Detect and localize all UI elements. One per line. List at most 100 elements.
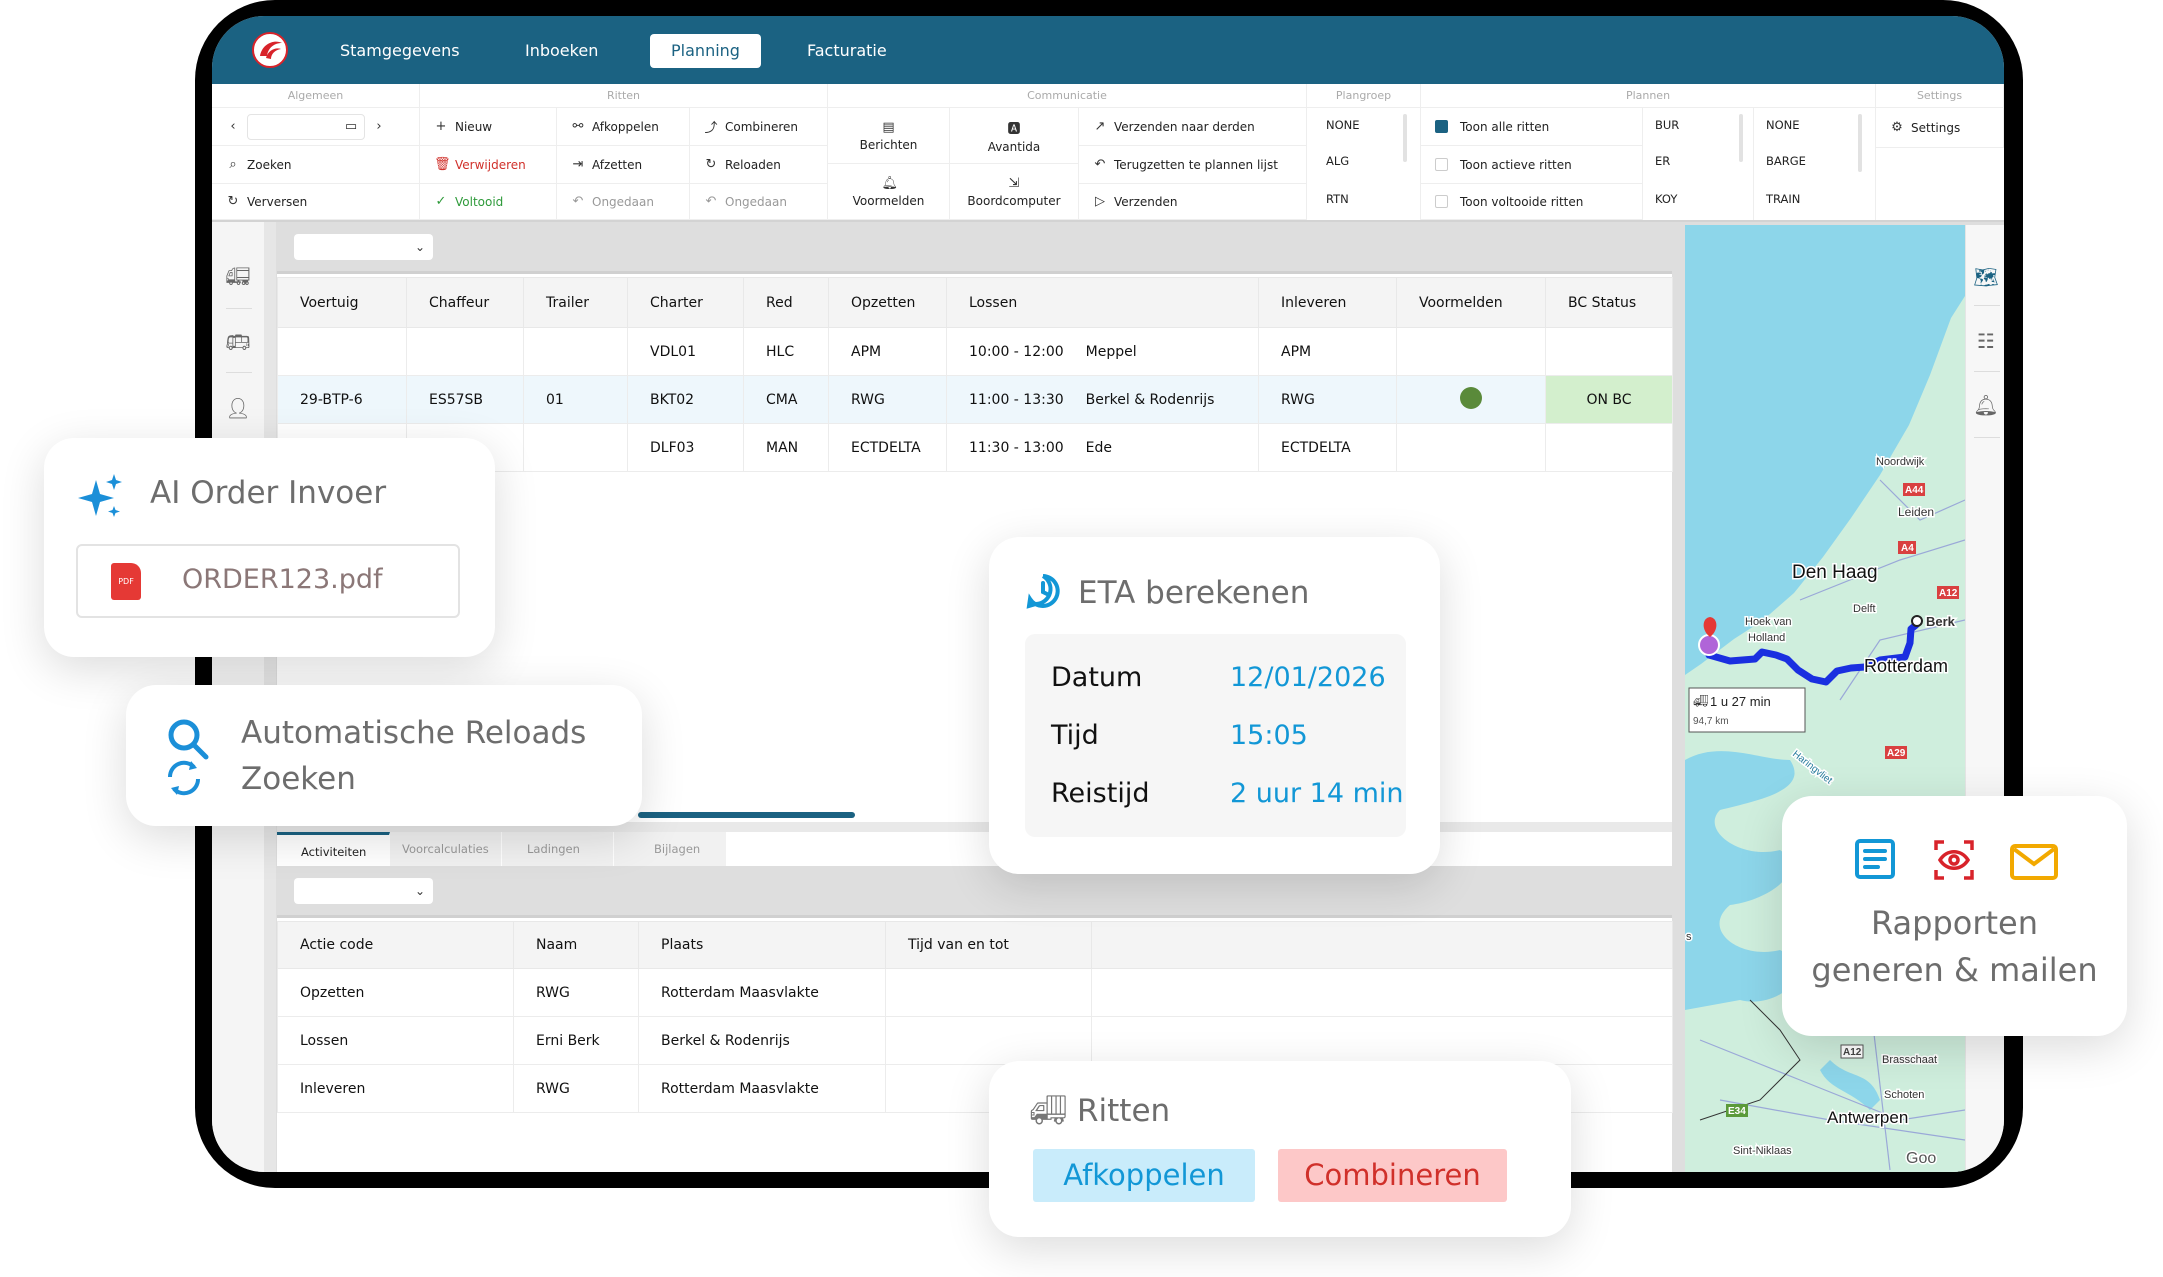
afkoppelen-button[interactable]: Afkoppelen [1033, 1149, 1255, 1202]
tab-planning[interactable]: Planning [650, 34, 761, 68]
filter-toon-alle-ritten[interactable]: Toon alle ritten [1421, 108, 1643, 146]
pdf-file-chip[interactable]: PDF ORDER123.pdf [76, 544, 460, 618]
tab-activiteiten[interactable]: Activiteiten [277, 832, 390, 866]
combineren-button[interactable]: Combineren [1278, 1149, 1507, 1202]
list-scrollbar[interactable] [1739, 114, 1743, 162]
tab-ladingen[interactable]: Ladingen [502, 832, 614, 866]
column-header[interactable]: Trailer [523, 277, 628, 328]
tab-facturatie[interactable]: Facturatie [807, 41, 887, 60]
column-header[interactable]: Charter [627, 277, 744, 328]
undo-icon: ↶ [572, 194, 584, 209]
plangroep-item[interactable]: ALG [1326, 154, 1350, 168]
route-info-box[interactable]: 🚚︎ 1 u 27 min 94,7 km [1688, 687, 1806, 733]
avantida-button[interactable]: 🅰︎ Avantida [950, 108, 1079, 164]
filter-toon-voltooide-ritten[interactable]: Toon voltooide ritten [1421, 184, 1643, 220]
cell-lossen: 11:30 - 13:00 Ede [946, 423, 1259, 472]
column-header[interactable]: Voertuig [277, 277, 407, 328]
combineren-button[interactable]: ⤴ Combineren [690, 108, 828, 146]
column-header[interactable]: Red [743, 277, 829, 328]
list-scrollbar[interactable] [1858, 114, 1862, 172]
verversen-button[interactable]: ↻ Verversen [212, 184, 420, 220]
boordcomputer-button[interactable]: ⇲ Boordcomputer [950, 164, 1079, 220]
list-item[interactable]: TRAIN [1766, 192, 1801, 206]
map-label: Brasschaat [1882, 1054, 1937, 1066]
activities-table: Actie code Naam Plaats Tijd van en tot Opzet… [277, 921, 1673, 1113]
column-header[interactable]: BC Status [1545, 277, 1673, 328]
eye-scan-icon [1934, 840, 1974, 880]
cell-charter: VDL01 [627, 327, 744, 376]
calendar-icon[interactable]: ▭ [344, 119, 358, 134]
location-pin-icon[interactable] [1703, 617, 1717, 637]
column-header[interactable]: Voormelden [1396, 277, 1546, 328]
date-input[interactable]: ▭ [247, 113, 365, 140]
chevron-right-icon[interactable]: › [376, 119, 382, 134]
list-item[interactable]: BUR [1655, 118, 1680, 132]
afzetten-button[interactable]: ⇥ Afzetten [557, 146, 690, 184]
settings-button[interactable]: ⚙ Settings [1876, 108, 2004, 148]
tab-stamgegevens[interactable]: Stamgegevens [340, 41, 460, 60]
map-label: Leiden [1898, 505, 1934, 519]
column-header[interactable]: Tijd van en tot [885, 921, 1092, 969]
plangroep-item[interactable]: NONE [1326, 118, 1360, 132]
horizontal-scrollbar[interactable] [638, 812, 855, 818]
plannen-list-b[interactable]: NONE BARGE TRAIN [1754, 108, 1876, 220]
plangroep-scrollbar[interactable] [1403, 114, 1407, 162]
checkbox[interactable] [1435, 158, 1448, 171]
column-header[interactable]: Chaffeur [406, 277, 524, 328]
cell-inleveren: ECTDELTA [1258, 423, 1397, 472]
add-list-icon[interactable]: ☷ [1977, 329, 1995, 353]
list-item[interactable]: NONE [1766, 118, 1800, 132]
zoeken-button[interactable]: ⌕ Zoeken [212, 146, 420, 184]
map-icon[interactable]: 🗺︎ [1973, 265, 1999, 289]
trips-filter-select[interactable]: ⌄ [294, 234, 433, 260]
plannen-list-a[interactable]: BUR ER KOY [1643, 108, 1754, 220]
voltooid-button[interactable]: ✓ Voltooid [420, 184, 557, 220]
trailer-icon[interactable]: 🚌︎ [225, 330, 251, 354]
reloaden-button[interactable]: ↻ Reloaden [690, 146, 828, 184]
column-header[interactable]: Opzetten [828, 277, 947, 328]
driver-icon[interactable]: 👤︎ [225, 396, 251, 420]
verzenden-naar-derden-button[interactable]: ↗ Verzenden naar derden [1079, 108, 1307, 146]
destination-marker[interactable] [1911, 615, 1923, 627]
checkbox[interactable] [1435, 195, 1448, 208]
afkoppelen-button[interactable]: ⚯ Afkoppelen [557, 108, 690, 146]
column-header[interactable]: Plaats [638, 921, 886, 969]
settings-label: Settings [1911, 120, 1961, 135]
verwijderen-button[interactable]: 🗑 Verwijderen [420, 146, 557, 184]
list-item[interactable]: ER [1655, 154, 1671, 168]
column-header[interactable] [1091, 921, 1673, 969]
list-item[interactable]: KOY [1655, 192, 1678, 206]
table-row[interactable]: Lossen Erni Berk Berkel & Rodenrijs [277, 1016, 1673, 1065]
column-header[interactable]: Lossen [946, 277, 1259, 328]
activities-filter-select[interactable]: ⌄ [294, 878, 433, 904]
map-label: Berk [1926, 614, 1956, 629]
chevron-left-icon[interactable]: ‹ [230, 119, 236, 134]
column-header[interactable]: Actie code [277, 921, 514, 969]
ongedaan-button-1[interactable]: ↶ Ongedaan [557, 184, 690, 220]
berichten-button[interactable]: ▤ Berichten [828, 108, 950, 164]
column-header[interactable]: Inleveren [1258, 277, 1397, 328]
add-alert-icon[interactable]: 🔔︎ [1973, 393, 1999, 417]
voormelden-label: Voormelden [852, 193, 925, 208]
table-row[interactable]: 29-BTP-6 ES57SB 01 BKT02 CMA RWG 11:00 - 13:30… [277, 375, 1673, 424]
table-row[interactable]: VDL01 HLC APM 10:00 - 12:00 Meppel APM [277, 327, 1673, 376]
tab-inboeken[interactable]: Inboeken [525, 41, 599, 60]
ongedaan-button-2[interactable]: ↶ Ongedaan [690, 184, 828, 220]
verzenden-button[interactable]: ▷ Verzenden [1079, 184, 1307, 220]
trucks-icon[interactable]: 🚛︎ [225, 264, 251, 288]
checkbox-checked[interactable] [1435, 120, 1448, 133]
filter-toon-actieve-ritten[interactable]: Toon actieve ritten [1421, 146, 1643, 184]
terugzetten-button[interactable]: ↶ Terugzetten te plannen lijst [1079, 146, 1307, 184]
map-sea [1685, 225, 1965, 675]
plangroep-list[interactable]: NONE ALG RTN [1307, 108, 1421, 220]
list-item[interactable]: BARGE [1766, 154, 1806, 168]
tab-bijlagen[interactable]: Bijlagen [614, 832, 727, 866]
pane-splitter[interactable] [277, 822, 1672, 832]
plangroep-item[interactable]: RTN [1326, 192, 1349, 206]
tab-voorcalculaties[interactable]: Voorcalculaties [390, 832, 502, 866]
table-row[interactable]: Opzetten RWG Rotterdam Maasvlakte [277, 968, 1673, 1017]
column-header[interactable]: Naam [513, 921, 639, 969]
origin-marker[interactable] [1698, 634, 1720, 656]
voormelden-button[interactable]: 🔔︎ Voormelden [828, 164, 950, 220]
nieuw-button[interactable]: + Nieuw [420, 108, 557, 146]
